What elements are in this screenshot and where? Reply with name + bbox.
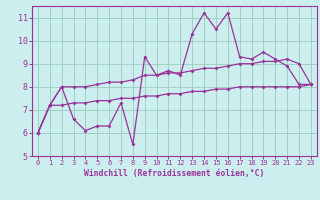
X-axis label: Windchill (Refroidissement éolien,°C): Windchill (Refroidissement éolien,°C) (84, 169, 265, 178)
